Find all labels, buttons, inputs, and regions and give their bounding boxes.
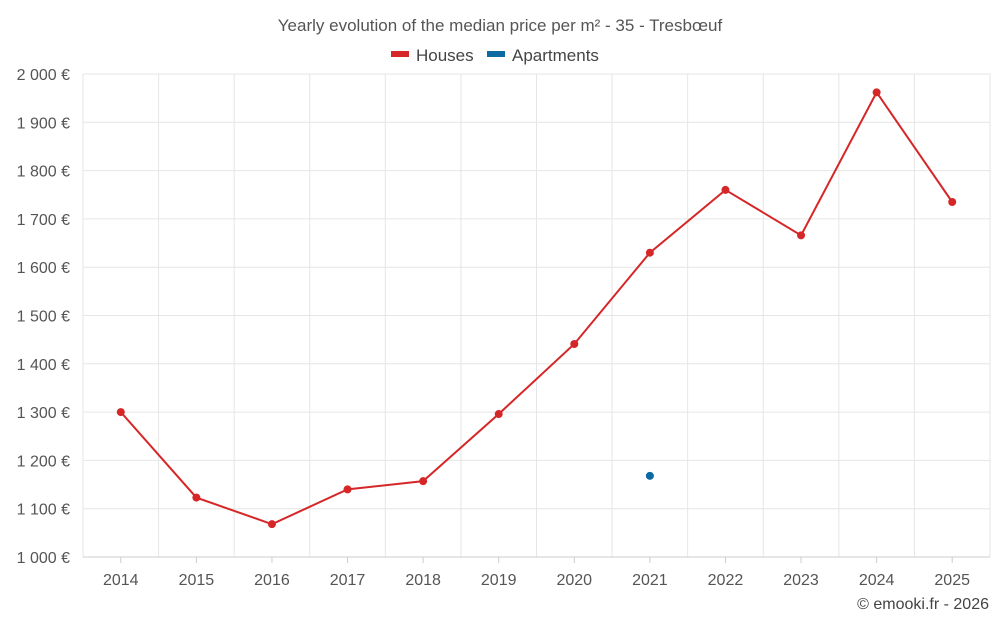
data-point-houses-2016[interactable] — [267, 520, 276, 529]
data-point-houses-2018[interactable] — [419, 477, 428, 486]
x-tick-label: 2014 — [103, 572, 139, 589]
x-tick-label: 2018 — [405, 572, 441, 589]
legend-swatch-houses — [391, 51, 409, 57]
legend: Houses Apartments — [391, 46, 599, 65]
chart-title: Yearly evolution of the median price per… — [278, 16, 723, 35]
x-axis: 2014 2015 2016 2017 2018 2019 2020 2021 2022 2023… — [103, 557, 970, 589]
y-tick-label: 1 300 € — [17, 405, 70, 422]
x-tick-label: 2022 — [708, 572, 744, 589]
legend-label-houses: Houses — [416, 46, 474, 65]
legend-label-apartments: Apartments — [512, 46, 599, 65]
y-tick-label: 1 400 € — [17, 357, 70, 374]
y-tick-label: 1 500 € — [17, 309, 70, 326]
data-point-houses-2021[interactable] — [645, 248, 654, 257]
x-tick-label: 2019 — [481, 572, 517, 589]
y-tick-label: 1 800 € — [17, 164, 70, 181]
y-tick-label: 1 000 € — [17, 550, 70, 567]
gridlines — [82, 73, 991, 558]
x-tick-label: 2021 — [632, 572, 668, 589]
x-tick-label: 2015 — [179, 572, 215, 589]
data-point-houses-2020[interactable] — [570, 339, 579, 348]
plot-area — [116, 88, 957, 529]
x-tick-label: 2020 — [556, 572, 592, 589]
y-tick-label: 1 100 € — [17, 502, 70, 519]
legend-item-apartments[interactable]: Apartments — [487, 46, 599, 65]
x-tick-label: 2024 — [859, 572, 895, 589]
y-tick-label: 1 700 € — [17, 212, 70, 229]
data-point-apartments-2021[interactable] — [645, 471, 654, 480]
x-tick-label: 2017 — [330, 572, 366, 589]
series-line-houses — [120, 90, 954, 526]
legend-swatch-apartments — [487, 51, 505, 57]
x-tick-label: 2016 — [254, 572, 290, 589]
y-tick-label: 1 200 € — [17, 453, 70, 470]
data-point-houses-2017[interactable] — [343, 485, 352, 494]
credit: © emooki.fr - 2026 — [857, 596, 989, 613]
y-tick-label: 1 600 € — [17, 260, 70, 277]
data-point-houses-2015[interactable] — [192, 493, 201, 502]
data-point-houses-2014[interactable] — [116, 408, 125, 417]
data-point-houses-2025[interactable] — [948, 197, 957, 206]
data-point-houses-2022[interactable] — [721, 185, 730, 194]
x-tick-label: 2025 — [934, 572, 970, 589]
legend-item-houses[interactable]: Houses — [391, 46, 474, 65]
data-point-houses-2023[interactable] — [797, 231, 806, 240]
y-tick-label: 2 000 € — [17, 67, 70, 84]
y-axis: 1 000 € 1 100 € 1 200 € 1 300 € 1 400 € 1 500… — [17, 67, 70, 567]
x-tick-label: 2023 — [783, 572, 819, 589]
data-point-houses-2019[interactable] — [494, 410, 503, 419]
data-point-houses-2024[interactable] — [872, 88, 881, 97]
y-tick-label: 1 900 € — [17, 115, 70, 132]
